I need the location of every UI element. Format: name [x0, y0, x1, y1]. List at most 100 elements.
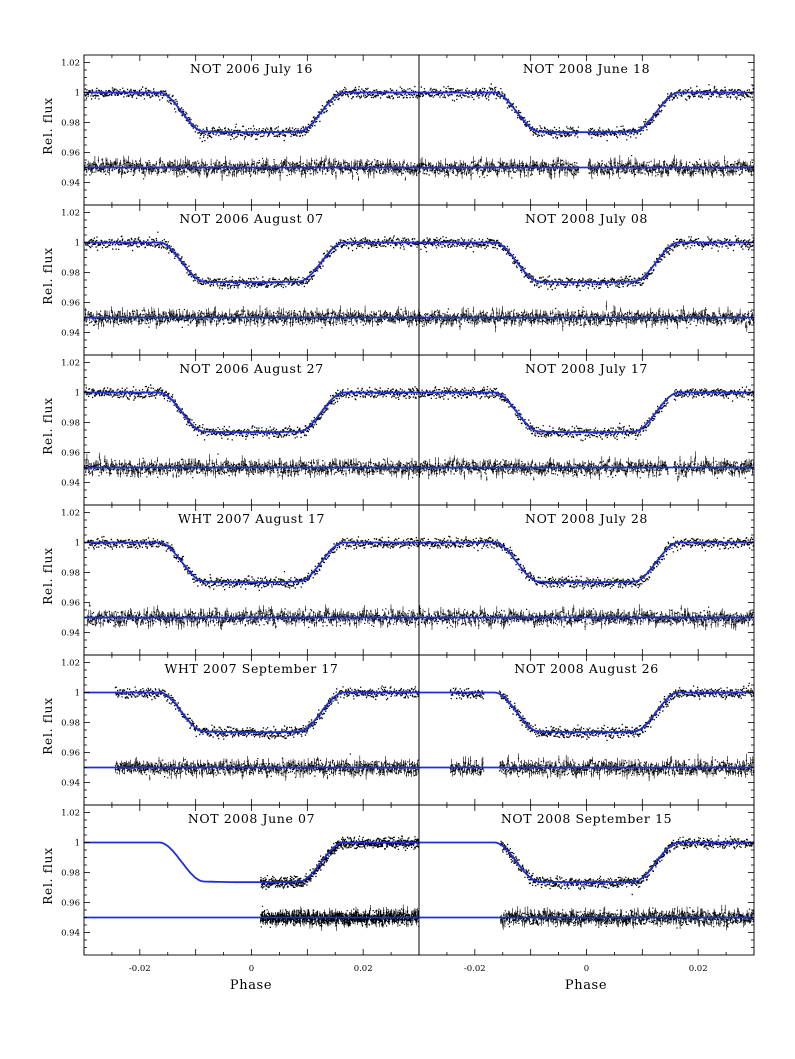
flux-points [84, 384, 419, 441]
y-tick-label: 1 [75, 539, 80, 549]
panel-frame [418, 654, 755, 806]
flux-points [419, 235, 754, 292]
y-tick-label: 0.94 [61, 779, 80, 789]
x-tick-label: -0.02 [464, 964, 486, 974]
panel-title: NOT 2008 July 08 [525, 211, 648, 226]
x-tick-label: 0 [249, 964, 254, 974]
y-tick-label: 1.02 [61, 359, 80, 369]
panel-title: NOT 2008 July 28 [525, 511, 648, 526]
flux-points [500, 835, 754, 896]
y-tick-label: 1.02 [61, 59, 80, 69]
panel-1: NOT 2006 July 16 0.94 0.96 0.98 1 1.02 Rel. fl… [41, 54, 420, 206]
y-tick-label: 1 [75, 389, 80, 399]
y-tick-label: 0.98 [61, 569, 80, 579]
panel-frame [83, 354, 420, 506]
transit-model-line [419, 541, 754, 584]
y-axis-label: Rel. flux [41, 847, 55, 905]
transit-model-line [419, 241, 754, 284]
residual-points [84, 157, 419, 180]
tick-marks [83, 805, 420, 955]
x-tick-label: -0.02 [129, 964, 151, 974]
panel-title: NOT 2008 August 26 [514, 661, 659, 676]
y-axis-label: Rel. flux [41, 397, 55, 455]
tick-marks [83, 205, 420, 355]
flux-points [419, 535, 754, 590]
panel-9: WHT 2007 September 17 0.94 0.96 0.98 1 1.02 Re… [41, 654, 420, 806]
panel-frame [83, 804, 420, 956]
panel-7: WHT 2007 August 17 0.94 0.96 0.98 1 1.02 Rel. … [41, 504, 420, 656]
panel-title: NOT 2006 August 07 [179, 211, 324, 226]
y-tick-label: 0.94 [61, 629, 80, 639]
panel-frame [418, 54, 755, 206]
tick-marks [83, 355, 420, 505]
panel-title: NOT 2008 June 07 [188, 811, 315, 826]
flux-points [449, 682, 754, 742]
panel-frame [83, 504, 420, 656]
residual-points [87, 605, 419, 628]
transit-model-line [419, 841, 754, 884]
y-tick-label: 1.02 [61, 809, 80, 819]
residual-points [114, 753, 419, 779]
residual-points [84, 453, 419, 479]
y-axis-label: Rel. flux [41, 547, 55, 605]
flux-points [419, 386, 754, 442]
y-tick-label: 1.02 [61, 659, 80, 669]
panel-frame [418, 204, 755, 356]
panel-frame [418, 804, 755, 956]
flux-points [259, 835, 419, 890]
panel-title: NOT 2008 June 18 [523, 61, 650, 76]
y-tick-label: 0.96 [61, 149, 80, 159]
tick-marks [418, 55, 755, 205]
y-tick-label: 0.96 [61, 599, 80, 609]
y-tick-label: 0.98 [61, 119, 80, 129]
x-tick-label: 0.02 [354, 964, 373, 974]
x-tick-label: 0.02 [689, 964, 708, 974]
panel-4: NOT 2008 July 08 [418, 204, 755, 356]
transit-model-line [84, 541, 419, 584]
flux-points [419, 83, 754, 142]
data-points [500, 835, 754, 931]
panel-title: WHT 2007 August 17 [178, 511, 325, 526]
x-tick-label: 0 [584, 964, 589, 974]
data-points [87, 535, 419, 631]
y-tick-label: 0.94 [61, 329, 80, 339]
y-tick-label: 0.98 [61, 869, 80, 879]
x-axis-label-right: Phase [565, 978, 607, 993]
panel-title: NOT 2008 July 17 [525, 361, 648, 376]
transit-model-line [419, 391, 754, 434]
data-points [114, 685, 419, 781]
y-axis-label: Rel. flux [41, 697, 55, 755]
panel-12: NOT 2008 September 15 -0.02 0 0.02 [418, 804, 755, 974]
panels-layer: NOT 2006 July 16 0.94 0.96 0.98 1 1.02 Rel. fl… [41, 54, 755, 974]
y-tick-label: 0.98 [61, 719, 80, 729]
flux-points [114, 685, 419, 740]
panel-2: NOT 2008 June 18 [418, 54, 755, 206]
residual-points [419, 606, 754, 629]
panel-6: NOT 2008 July 17 [418, 354, 755, 506]
y-tick-label: 0.96 [61, 449, 80, 459]
data-points [84, 231, 419, 330]
y-tick-label: 0.98 [61, 419, 80, 429]
y-axis-label: Rel. flux [41, 97, 55, 155]
panel-title: WHT 2007 September 17 [165, 661, 339, 676]
y-tick-label: 0.94 [61, 179, 80, 189]
y-tick-label: 1.02 [61, 509, 80, 519]
y-tick-label: 0.98 [61, 269, 80, 279]
tick-marks [418, 805, 755, 955]
y-axis-label: Rel. flux [41, 247, 55, 305]
panel-frame [418, 504, 755, 656]
transit-model-line [84, 691, 419, 734]
y-tick-label: 1 [75, 689, 80, 699]
residual-points [84, 308, 419, 329]
y-tick-label: 0.94 [61, 929, 80, 939]
residual-points [259, 905, 419, 928]
y-tick-label: 1 [75, 839, 80, 849]
panel-3: NOT 2006 August 07 0.94 0.96 0.98 1 1.02 Rel. … [41, 204, 420, 356]
tick-marks [418, 355, 755, 505]
y-tick-label: 1 [75, 89, 80, 99]
y-tick-label: 0.96 [61, 899, 80, 909]
panel-5: NOT 2006 August 27 0.94 0.96 0.98 1 1.02 Rel. … [41, 354, 420, 506]
transit-model-line [84, 241, 419, 284]
tick-marks [418, 655, 755, 805]
